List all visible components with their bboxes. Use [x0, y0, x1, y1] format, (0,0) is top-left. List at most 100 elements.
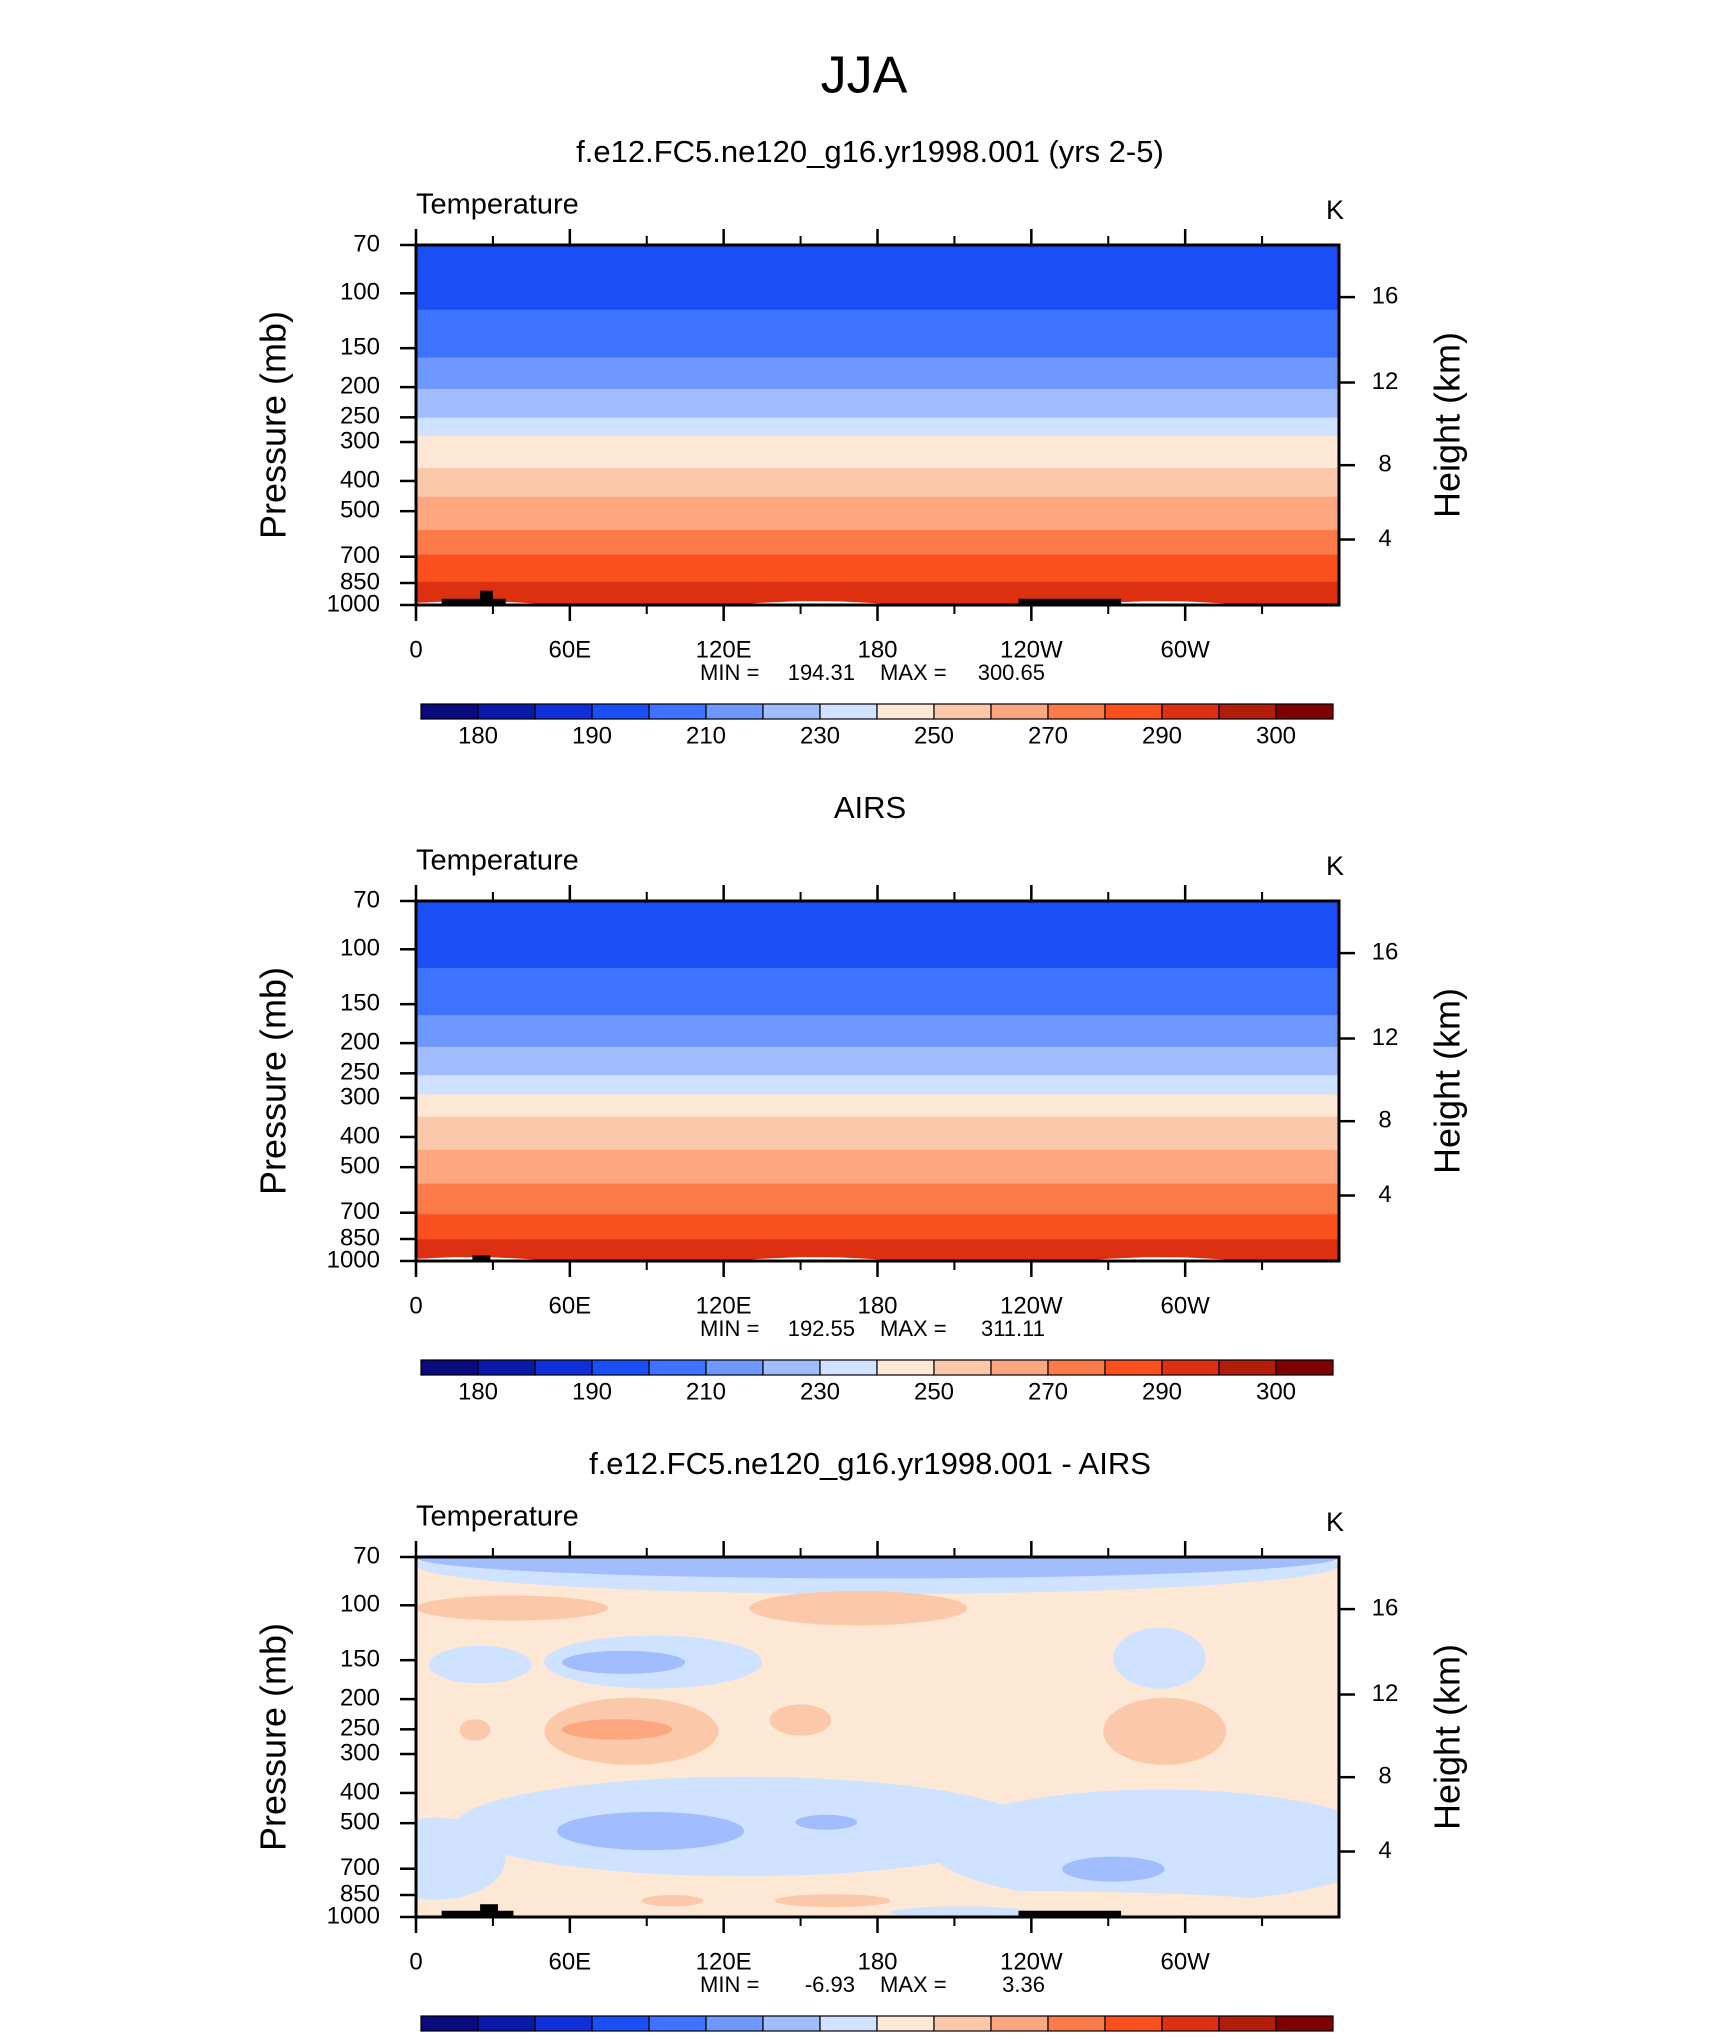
colorbar-box: [1275, 1359, 1334, 1376]
panel-title: AIRS: [834, 790, 906, 825]
x-tick-label: 60E: [548, 636, 591, 663]
y-tick-label: 70: [353, 1542, 380, 1569]
colorbar-box: [1104, 2015, 1163, 2032]
field: [416, 245, 1339, 605]
contour-blob: [428, 1645, 532, 1684]
panel: AIRS Temperature K Pressure (mb) Height (km)…: [253, 790, 1468, 1405]
max-value: 311.11: [981, 1316, 1045, 1341]
y-tick-label: 400: [340, 466, 380, 493]
colorbar-label: -4: [638, 2034, 659, 2038]
colorbar-box: [819, 703, 878, 720]
contour-blob: [1062, 1856, 1165, 1882]
colorbar-box: [762, 1359, 821, 1376]
y-tick-label: 70: [353, 230, 380, 257]
colorbar-box: [648, 703, 707, 720]
contour-band: [416, 1149, 1339, 1194]
y-tick-label: 150: [340, 1646, 380, 1673]
y-axis-label: Pressure (mb): [253, 1623, 294, 1851]
colorbar-label: -5: [581, 2034, 602, 2038]
y2-tick-label: 12: [1372, 1024, 1399, 1051]
colorbar-label: 270: [1028, 722, 1068, 749]
y-tick-label: 400: [340, 1778, 380, 1805]
y-tick-label: 500: [340, 1153, 380, 1180]
max-label: MAX =: [880, 660, 947, 685]
min-label: MIN =: [700, 660, 759, 685]
colorbar-box: [990, 2015, 1049, 2032]
y-tick-label: 200: [340, 1684, 380, 1711]
y-tick-label: 400: [340, 1122, 380, 1149]
colorbar-box: [591, 2015, 650, 2032]
colorbar-box: [1161, 703, 1220, 720]
colorbar-box: [420, 1359, 479, 1376]
colorbar-box: [1104, 1359, 1163, 1376]
contour-blob: [454, 1776, 1032, 1877]
contour-blob: [416, 1817, 506, 1900]
colorbar-box: [819, 2015, 878, 2032]
colorbar-box: [648, 2015, 707, 2032]
contour-blob: [774, 1894, 891, 1908]
y2-axis-label: Height (km): [1427, 1644, 1468, 1830]
y2-tick-label: 16: [1372, 282, 1399, 309]
panel-title: f.e12.FC5.ne120_g16.yr1998.001 (yrs 2-5): [576, 134, 1164, 169]
contour-blob: [890, 1906, 1032, 1917]
terrain: [480, 590, 493, 605]
colorbar-box: [1275, 2015, 1334, 2032]
colorbar-label: 270: [1028, 1378, 1068, 1405]
colorbar-label: -7: [524, 2034, 545, 2038]
colorbar-label: 5: [1155, 2034, 1168, 2038]
colorbar-label: 230: [800, 1378, 840, 1405]
colorbar-box: [420, 2015, 479, 2032]
colorbar-box: [819, 1359, 878, 1376]
y-tick-label: 250: [340, 403, 380, 430]
colorbar-box: [534, 1359, 593, 1376]
colorbar-box: [1218, 703, 1277, 720]
contour-band: [416, 309, 1339, 368]
terrain: [1018, 1910, 1122, 1917]
colorbar-label: 7: [1212, 2034, 1225, 2038]
colorbar-box: [534, 2015, 593, 2032]
y2-tick-label: 16: [1372, 938, 1399, 965]
units-label: K: [1326, 195, 1344, 225]
x-tick-label: 180: [857, 1292, 897, 1319]
y-tick-label: 1000: [327, 590, 380, 617]
contour-band: [416, 245, 1339, 320]
x-tick-label: 0: [409, 1948, 422, 1975]
y-axis-label: Pressure (mb): [253, 311, 294, 539]
y-tick-label: 300: [340, 427, 380, 454]
y-tick-label: 850: [340, 568, 380, 595]
y2-tick-label: 8: [1378, 1107, 1391, 1134]
colorbar-box: [876, 2015, 935, 2032]
colorbar-box: [477, 1359, 536, 1376]
colorbar-label: 210: [686, 722, 726, 749]
contour-band: [416, 1015, 1339, 1057]
y-tick-label: 700: [340, 542, 380, 569]
contour-blob: [1113, 1627, 1206, 1689]
y-tick-label: 200: [340, 1028, 380, 1055]
colorbar-label: -9: [467, 2034, 488, 2038]
y-tick-label: 100: [340, 935, 380, 962]
panel-title: f.e12.FC5.ne120_g16.yr1998.001 - AIRS: [589, 1446, 1151, 1481]
y2-tick-label: 4: [1378, 525, 1391, 552]
colorbar-label: 1: [927, 2034, 940, 2038]
colorbar-box: [477, 2015, 536, 2032]
y-tick-label: 70: [353, 886, 380, 913]
min-value: 194.31: [788, 660, 855, 685]
colorbar-box: [477, 703, 536, 720]
colorbar-box: [1161, 2015, 1220, 2032]
y-tick-label: 250: [340, 1715, 380, 1742]
y2-axis-label: Height (km): [1427, 988, 1468, 1174]
max-label: MAX =: [880, 1972, 947, 1997]
colorbar-box: [705, 2015, 764, 2032]
field: [416, 1557, 1339, 1917]
colorbar-box: [762, 703, 821, 720]
colorbar-box: [1104, 703, 1163, 720]
x-tick-label: 180: [857, 1948, 897, 1975]
panel: f.e12.FC5.ne120_g16.yr1998.001 - AIRS Tem…: [253, 1446, 1468, 2038]
colorbar-label: 180: [458, 1378, 498, 1405]
colorbar-label: 290: [1142, 1378, 1182, 1405]
contour-band: [416, 496, 1339, 540]
min-value: 192.55: [788, 1316, 855, 1341]
contour-blob: [459, 1719, 491, 1741]
y-tick-label: 700: [340, 1198, 380, 1225]
y-tick-label: 200: [340, 372, 380, 399]
